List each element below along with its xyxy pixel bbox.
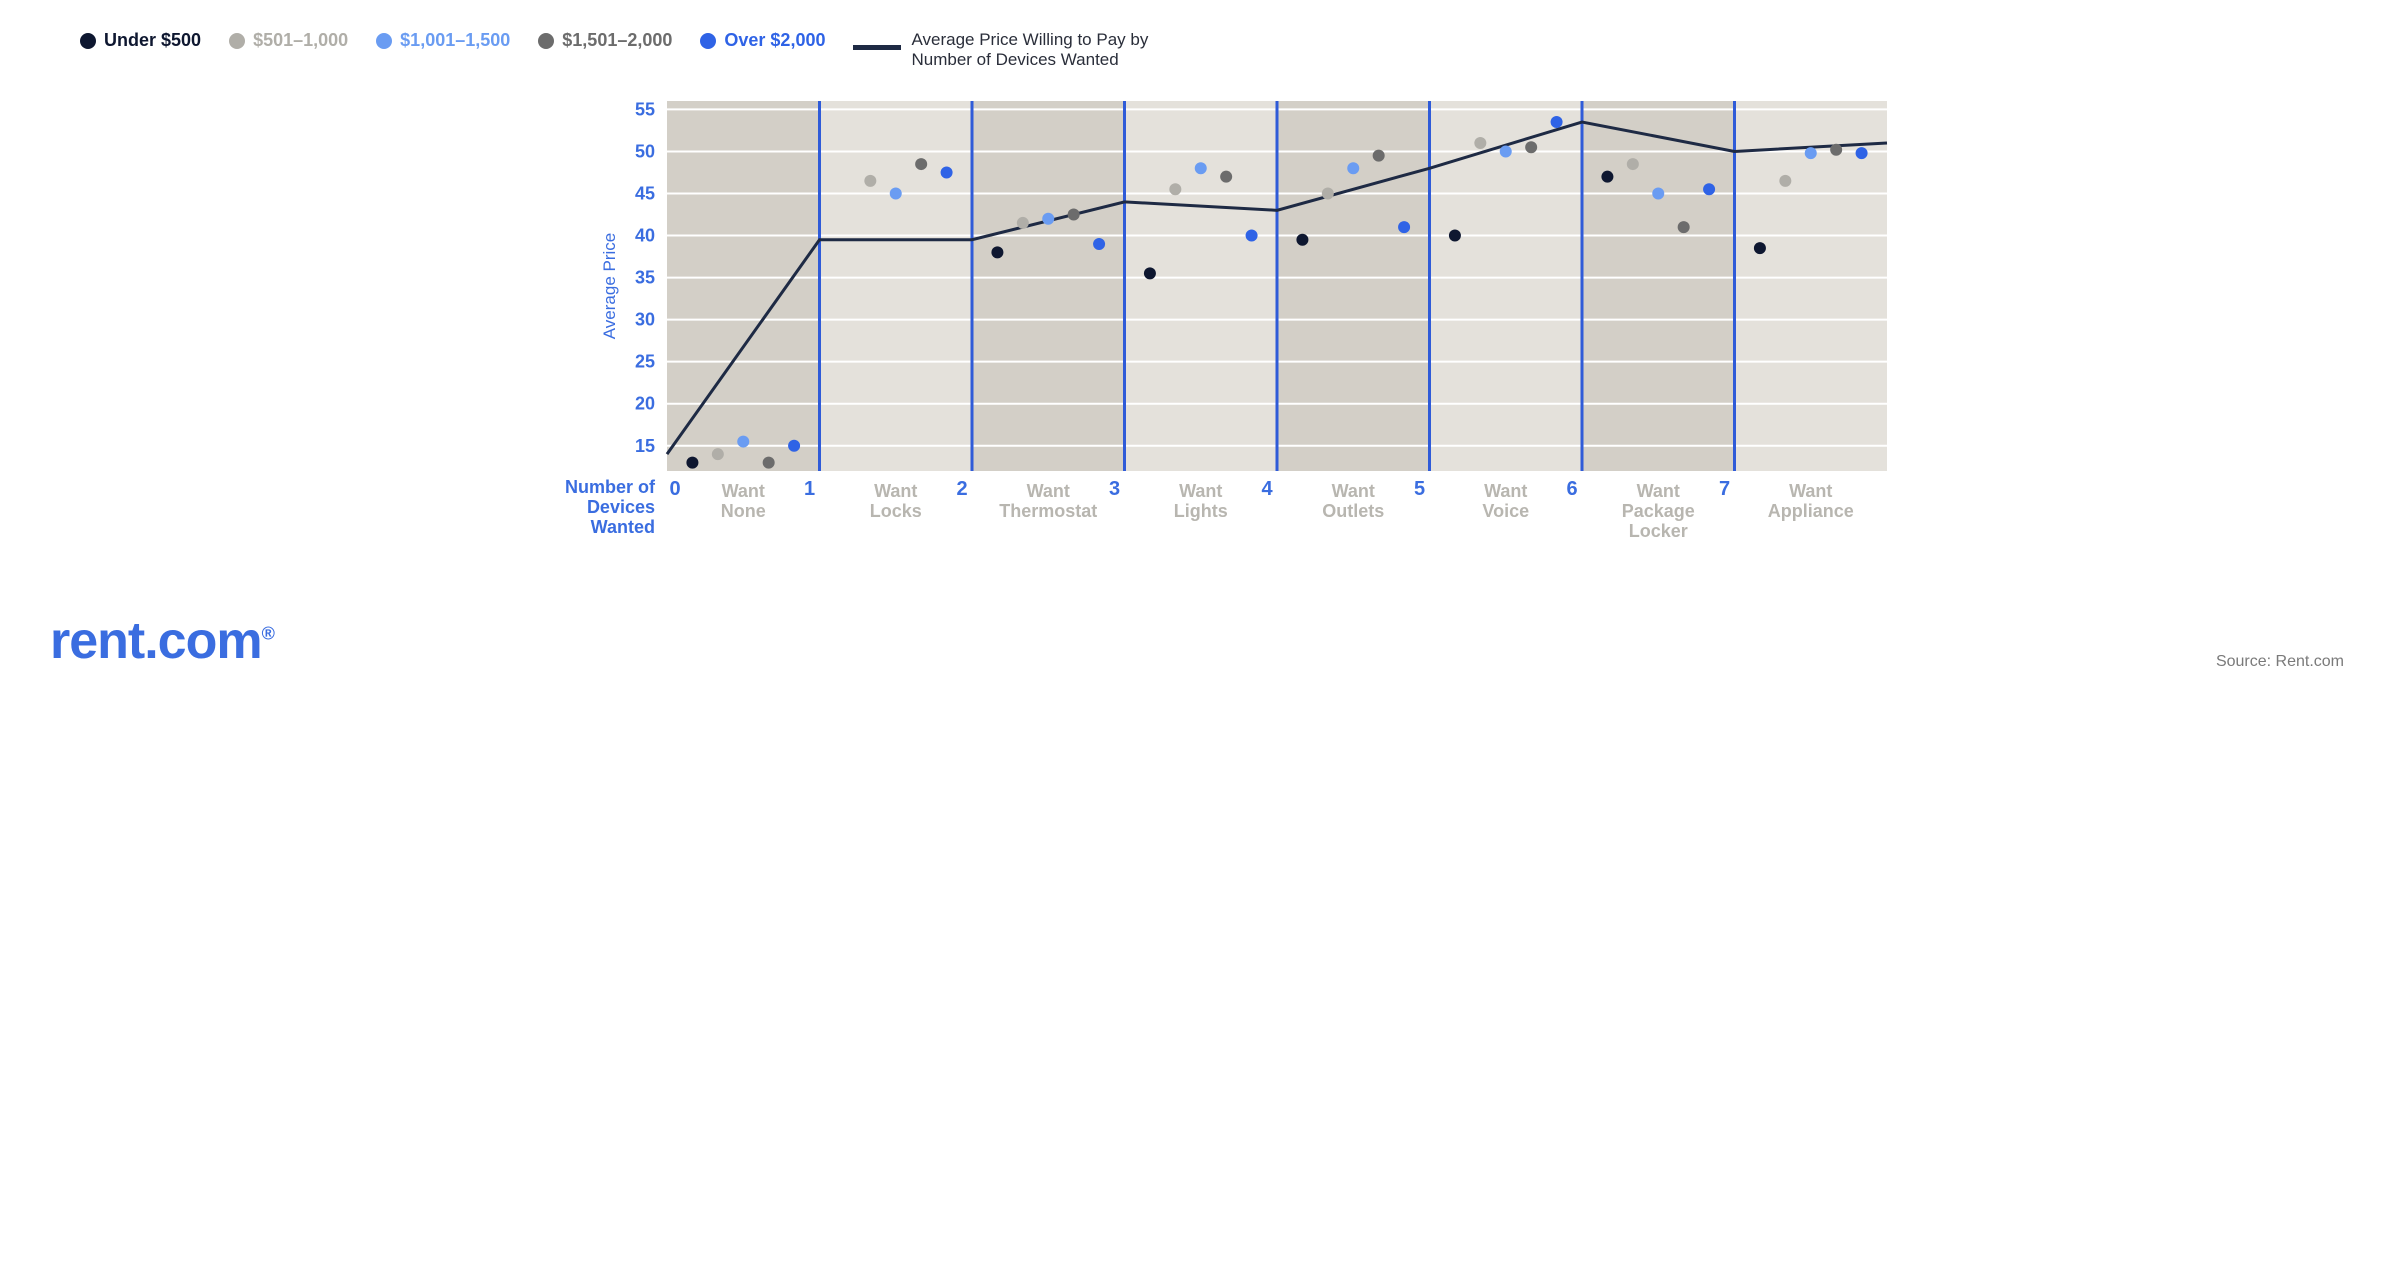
x-tick-number: 4 (1261, 478, 1273, 500)
legend-series-label: $1,501–2,000 (562, 30, 672, 51)
x-tick-number: 3 (1109, 478, 1120, 500)
scatter-point (1296, 234, 1308, 246)
scatter-point (991, 246, 1003, 258)
chart-band (1582, 101, 1735, 471)
legend-dot-icon (80, 33, 96, 49)
scatter-point (788, 440, 800, 452)
scatter-point (1856, 147, 1868, 159)
legend-line-label: Average Price Willing to Pay by Number o… (911, 30, 1171, 71)
x-category-label: WantPackageLocker (1622, 481, 1695, 541)
x-category-label: WantThermostat (999, 481, 1097, 521)
scatter-point (1703, 183, 1715, 195)
scatter-point (1678, 221, 1690, 233)
chart-band (1277, 101, 1430, 471)
scatter-point (1068, 208, 1080, 220)
chart-band (667, 101, 820, 471)
x-axis-title: Number ofDevicesWanted (565, 477, 656, 537)
y-tick-label: 15 (635, 436, 655, 456)
scatter-point (941, 166, 953, 178)
scatter-point (712, 448, 724, 460)
y-tick-label: 35 (635, 267, 655, 287)
scatter-point (1601, 170, 1613, 182)
legend-series-item: Over $2,000 (700, 30, 825, 51)
legend-dot-icon (229, 33, 245, 49)
chart-legend: Under $500 $501–1,000 $1,001–1,500 $1,501–2… (40, 30, 2354, 71)
legend-dot-icon (376, 33, 392, 49)
scatter-point (1220, 170, 1232, 182)
scatter-line-chart: 152025303540455055Average Price01234567W… (40, 91, 2354, 561)
scatter-point (1525, 141, 1537, 153)
y-tick-label: 40 (635, 225, 655, 245)
x-category-label: WantVoice (1482, 481, 1529, 521)
chart-band (820, 101, 973, 471)
chart-band (1125, 101, 1278, 471)
legend-dot-icon (538, 33, 554, 49)
scatter-point (1347, 162, 1359, 174)
y-tick-label: 20 (635, 394, 655, 414)
scatter-point (890, 187, 902, 199)
legend-line-item: Average Price Willing to Pay by Number o… (853, 30, 1171, 71)
chart-band (972, 101, 1125, 471)
scatter-point (686, 456, 698, 468)
scatter-point (1017, 217, 1029, 229)
y-tick-label: 50 (635, 141, 655, 161)
source-attribution: Source: Rent.com (2216, 653, 2344, 671)
scatter-point (1322, 187, 1334, 199)
rent-logo: rent.com® (50, 611, 274, 671)
scatter-point (737, 435, 749, 447)
scatter-point (1373, 149, 1385, 161)
x-tick-number: 2 (956, 478, 967, 500)
scatter-point (1449, 229, 1461, 241)
legend-dot-icon (700, 33, 716, 49)
scatter-point (1754, 242, 1766, 254)
scatter-point (1246, 229, 1258, 241)
y-tick-label: 55 (635, 99, 655, 119)
scatter-point (1500, 145, 1512, 157)
x-category-label: WantLights (1174, 481, 1228, 521)
x-category-label: WantLocks (870, 481, 922, 521)
y-tick-label: 45 (635, 183, 655, 203)
legend-series-item: Under $500 (80, 30, 201, 51)
x-category-label: WantOutlets (1322, 481, 1384, 521)
scatter-point (1805, 147, 1817, 159)
legend-series-label: Over $2,000 (724, 30, 825, 51)
legend-series-item: $1,001–1,500 (376, 30, 510, 51)
scatter-point (1830, 144, 1842, 156)
y-tick-label: 25 (635, 351, 655, 371)
scatter-point (915, 158, 927, 170)
x-category-label: WantNone (721, 481, 766, 521)
chart-container: 152025303540455055Average Price01234567W… (40, 91, 2354, 561)
x-category-label: WantAppliance (1768, 481, 1854, 521)
scatter-point (1195, 162, 1207, 174)
scatter-point (1398, 221, 1410, 233)
scatter-point (1169, 183, 1181, 195)
legend-series-label: $1,001–1,500 (400, 30, 510, 51)
y-tick-label: 30 (635, 309, 655, 329)
scatter-point (1652, 187, 1664, 199)
legend-series-label: $501–1,000 (253, 30, 348, 51)
scatter-point (864, 175, 876, 187)
scatter-point (1042, 213, 1054, 225)
chart-footer: rent.com® Source: Rent.com (40, 611, 2354, 671)
scatter-point (1474, 137, 1486, 149)
scatter-point (1093, 238, 1105, 250)
x-tick-number: 1 (804, 478, 815, 500)
y-axis-title: Average Price (600, 233, 619, 339)
scatter-point (1779, 175, 1791, 187)
x-tick-number: 5 (1414, 478, 1425, 500)
scatter-point (763, 456, 775, 468)
legend-series-label: Under $500 (104, 30, 201, 51)
legend-series-item: $501–1,000 (229, 30, 348, 51)
legend-series-item: $1,501–2,000 (538, 30, 672, 51)
x-tick-number: 6 (1566, 478, 1577, 500)
x-tick-number: 0 (669, 478, 680, 500)
scatter-point (1627, 158, 1639, 170)
x-tick-number: 7 (1719, 478, 1730, 500)
legend-line-icon (853, 45, 901, 70)
scatter-point (1551, 116, 1563, 128)
scatter-point (1144, 267, 1156, 279)
